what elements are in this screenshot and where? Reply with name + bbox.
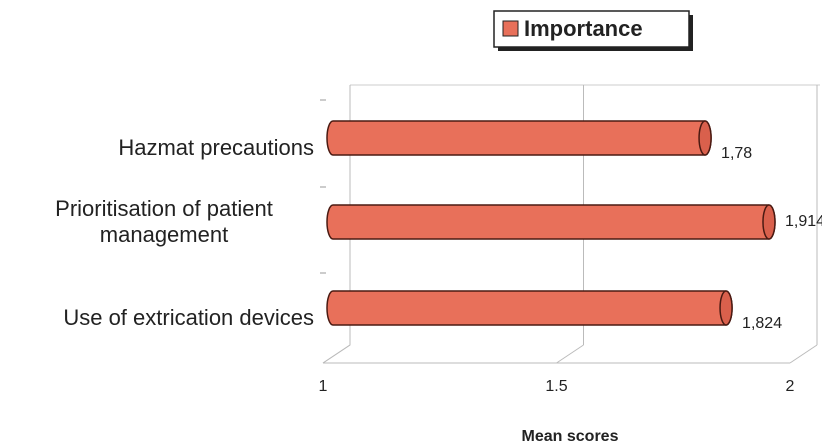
bar <box>326 290 733 326</box>
x-tick-label: 1 <box>319 378 328 395</box>
category-text: Hazmat precautions <box>118 134 314 160</box>
legend-box <box>493 10 690 48</box>
bar-cap <box>762 204 776 240</box>
x-axis-label: Mean scores <box>522 428 619 445</box>
x-tick-label: 2 <box>786 378 795 395</box>
bar-cap <box>719 290 733 326</box>
legend-swatch <box>502 20 519 37</box>
category-text: Use of extrication devices <box>63 304 314 330</box>
y-tick-label: Use of extrication devices <box>0 283 314 353</box>
bar <box>326 204 776 240</box>
y-tick-label: Hazmat precautions <box>0 113 314 183</box>
data-label: 1,824 <box>742 315 782 332</box>
x-tick-label: 1.5 <box>545 378 567 395</box>
bar <box>326 120 712 156</box>
data-label: 1,914 <box>785 213 822 230</box>
floor-line <box>789 344 818 364</box>
floor-line <box>556 344 584 364</box>
legend-label: Importance <box>524 16 643 41</box>
data-label: 1,78 <box>721 145 752 162</box>
floor-line <box>322 344 351 364</box>
category-text: Prioritisation of patient management <box>55 195 273 247</box>
bar-cap <box>698 120 712 156</box>
y-tick-label: Prioritisation of patient management <box>0 187 314 257</box>
